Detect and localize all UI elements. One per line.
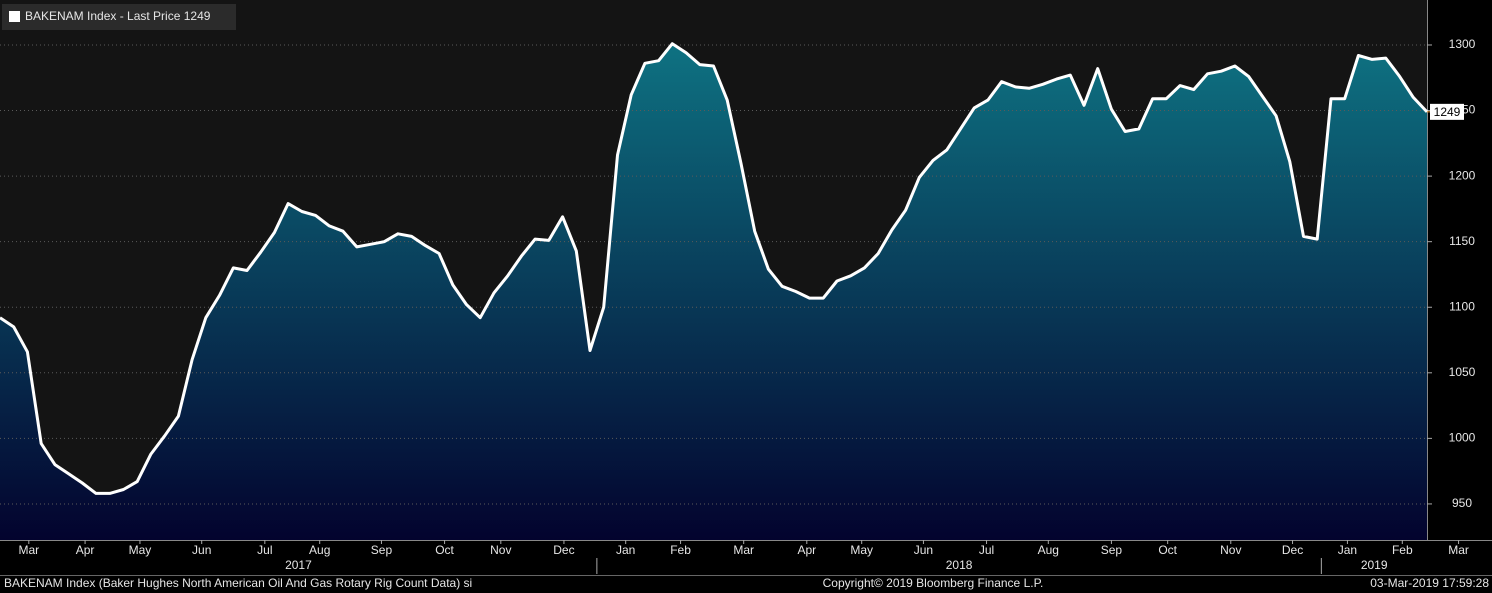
- line: [0, 42, 1429, 495]
- y-tick-label: 1050: [1449, 365, 1476, 379]
- x-tick-label: Jul: [979, 543, 994, 557]
- y-tick-label: 1150: [1449, 234, 1475, 248]
- y-tick-label: 1300: [1449, 37, 1476, 51]
- year-label: 2017: [285, 558, 312, 572]
- x-tick-label: May: [129, 543, 152, 557]
- legend-box: [2, 4, 236, 30]
- x-tick-label: Mar: [18, 543, 39, 557]
- x-tick-label: Mar: [733, 543, 754, 557]
- axis-background: [1427, 0, 1492, 540]
- x-tick-label: Dec: [553, 543, 574, 557]
- x-tick-label: Mar: [1448, 543, 1469, 557]
- last-price-label: 1249: [1434, 105, 1461, 119]
- x-tick-label: Jun: [192, 543, 211, 557]
- year-label: 2018: [946, 558, 973, 572]
- x-tick-label: Oct: [435, 543, 454, 557]
- area: [0, 43, 1427, 540]
- x-tick-label: Dec: [1282, 543, 1303, 557]
- x-tick-label: Feb: [670, 543, 691, 557]
- footer-left: BAKENAM Index (Baker Hughes North Americ…: [4, 576, 472, 590]
- last-price-box: [1430, 103, 1464, 120]
- x-tick-label: Sep: [371, 543, 393, 557]
- y-tick-label: 1000: [1449, 431, 1476, 445]
- x-tick-label: Sep: [1101, 543, 1123, 557]
- footer-right: 03-Mar-2019 17:59:28: [1370, 576, 1489, 590]
- y-tick-label: 950: [1452, 496, 1472, 510]
- x-tick-label: Nov: [1220, 543, 1241, 557]
- x-tick-label: Apr: [76, 543, 95, 557]
- footer-center: Copyright© 2019 Bloomberg Finance L.P.: [823, 576, 1044, 590]
- x-tick-label: Jan: [616, 543, 635, 557]
- x-tick-label: Feb: [1392, 543, 1413, 557]
- x-tick-label: Oct: [1158, 543, 1177, 557]
- x-tick-label: May: [850, 543, 873, 557]
- x-tick-label: Apr: [797, 543, 816, 557]
- y-tick-label: 1200: [1449, 168, 1476, 182]
- x-tick-label: Jan: [1338, 543, 1357, 557]
- legend-label: BAKENAM Index - Last Price 1249: [25, 9, 211, 23]
- x-tick-label: Aug: [309, 543, 330, 557]
- x-tick-label: Nov: [490, 543, 511, 557]
- y-tick-label: 1100: [1449, 299, 1475, 313]
- x-tick-label: Jun: [914, 543, 933, 557]
- year-label: 2019: [1361, 558, 1388, 572]
- legend-swatch: [9, 11, 20, 22]
- x-tick-label: Jul: [257, 543, 272, 557]
- x-tick-label: Aug: [1038, 543, 1059, 557]
